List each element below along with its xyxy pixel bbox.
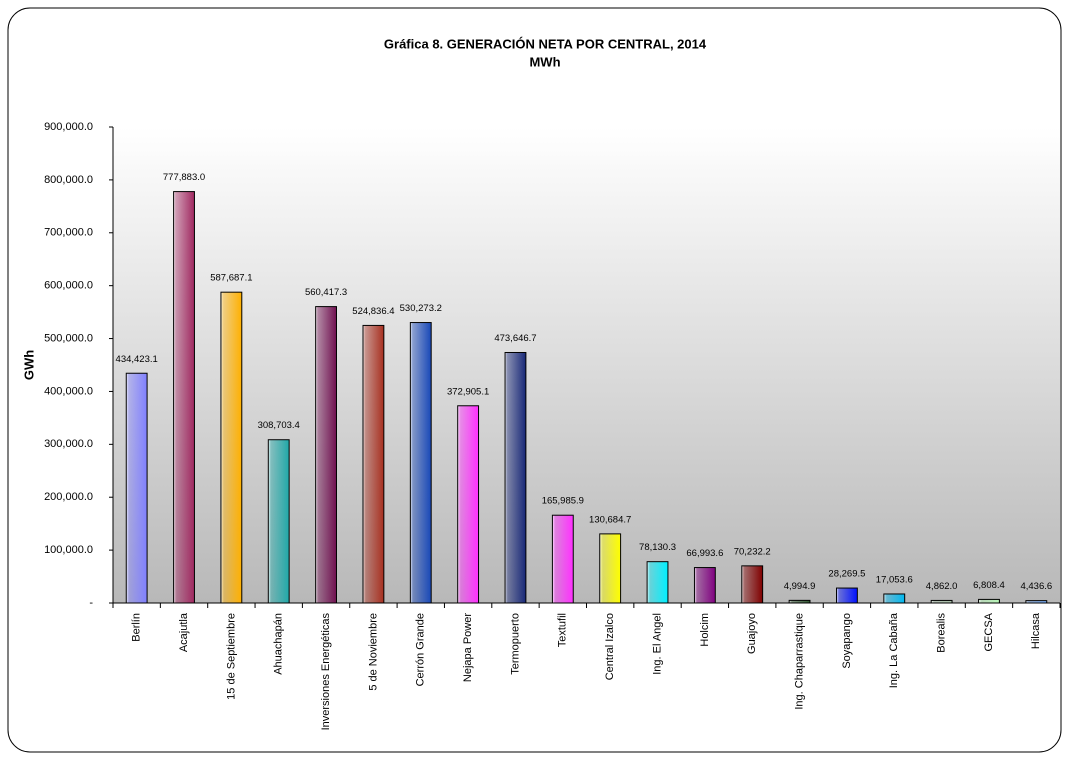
bar (315, 306, 337, 604)
value-label: 777,883.0 (163, 172, 205, 183)
bar (599, 533, 622, 604)
bar (741, 565, 764, 604)
value-label: 4,862.0 (926, 581, 958, 592)
bar (125, 372, 148, 604)
bar (883, 593, 906, 604)
x-tick-label: Holcim (699, 613, 711, 647)
x-tick-label: Guajoyo (746, 613, 758, 654)
y-tick-label: 700,000.0 (44, 227, 93, 239)
value-label: 524,836.4 (352, 306, 394, 317)
y-tick-label: - (89, 597, 93, 609)
value-label: 66,993.6 (686, 548, 723, 559)
y-tick-label: 800,000.0 (44, 174, 93, 186)
bar (551, 514, 574, 604)
x-tick-label: Ahuachapán (273, 613, 285, 675)
y-tick-label: 900,000.0 (44, 121, 93, 133)
x-tick-label: Berlín (131, 613, 143, 642)
x-tick-label: 5 de Noviembre (367, 613, 379, 691)
x-tick-label: 15 de Septiembre (225, 613, 237, 700)
x-tick-label: Acajutla (178, 612, 190, 652)
x-tick-label: Ing. El Angel (651, 613, 663, 675)
bar (504, 351, 527, 604)
bar (836, 587, 858, 604)
bar (1025, 600, 1048, 604)
bar (220, 291, 243, 604)
x-tick-label: Textufil (557, 613, 569, 647)
value-label: 434,423.1 (116, 354, 158, 365)
value-label: 78,130.3 (639, 542, 676, 553)
bar (978, 598, 1000, 604)
x-tick-label: Nejapa Power (462, 613, 474, 682)
value-label: 308,703.4 (258, 420, 300, 431)
plot-area (113, 127, 1060, 603)
bar (788, 599, 811, 604)
value-label: 70,232.2 (734, 546, 771, 557)
bar (409, 322, 432, 604)
x-tick-label: Hilcasa (1030, 612, 1042, 649)
bar (267, 439, 290, 604)
value-label: 6,808.4 (973, 580, 1005, 591)
value-label: 4,436.6 (1020, 581, 1052, 592)
value-label: 560,417.3 (305, 287, 347, 298)
value-label: 17,053.6 (876, 574, 913, 585)
chart-subtitle: MWh (529, 54, 560, 69)
x-tick-label: Soyapango (841, 613, 853, 669)
bar (693, 567, 716, 604)
x-tick-label: Central Izalco (604, 613, 616, 680)
value-label: 28,269.5 (828, 569, 865, 580)
y-tick-label: 500,000.0 (44, 332, 93, 344)
value-label: 372,905.1 (447, 386, 489, 397)
bar (646, 561, 669, 604)
value-label: 473,646.7 (494, 333, 536, 344)
bar (173, 191, 195, 604)
value-label: 130,684.7 (589, 514, 631, 525)
x-tick-label: Ing. Chaparrastique (793, 613, 805, 710)
x-tick-label: Borealis (936, 613, 948, 653)
y-tick-label: 100,000.0 (44, 544, 93, 556)
y-tick-label: 400,000.0 (44, 385, 93, 397)
x-tick-label: Termopuerto (509, 613, 521, 675)
y-tick-label: 300,000.0 (44, 438, 93, 450)
x-tick-label: Ing. La Cabaña (888, 612, 900, 688)
y-tick-label: 200,000.0 (44, 491, 93, 503)
x-tick-label: Inversiones Energéticas (320, 613, 332, 731)
chart-title: Gráfica 8. GENERACIÓN NETA POR CENTRAL, … (384, 36, 707, 51)
bar (362, 324, 385, 604)
value-label: 530,273.2 (400, 303, 442, 314)
value-label: 587,687.1 (210, 273, 252, 284)
x-tick-label: Cerrón Grande (415, 613, 427, 686)
value-label: 4,994.9 (784, 581, 816, 592)
bar (930, 599, 953, 604)
bar (457, 405, 480, 604)
value-label: 165,985.9 (542, 496, 584, 507)
y-axis-label: GWh (21, 350, 36, 380)
y-tick-label: 600,000.0 (44, 280, 93, 292)
x-tick-label: GECSA (983, 612, 995, 651)
